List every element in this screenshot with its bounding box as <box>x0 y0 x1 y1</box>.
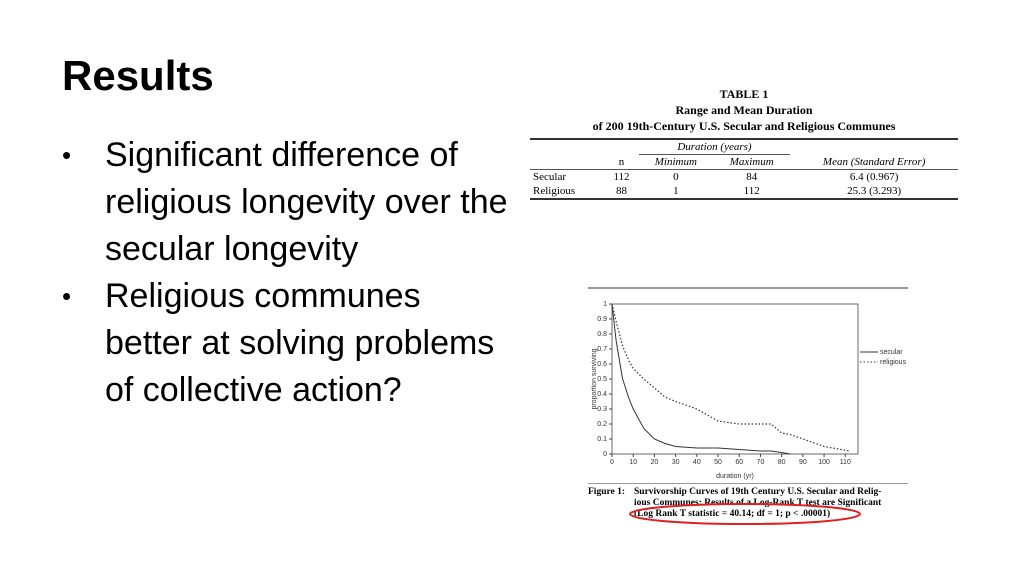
bullet: Significant difference of religious long… <box>62 132 515 273</box>
x-tick-label: 70 <box>757 459 765 466</box>
chart: 00.10.20.30.40.50.60.70.80.910 10 20 30 40 50… <box>588 287 908 484</box>
x-tick-label: 90 <box>799 459 807 466</box>
y-tick-label: 0.6 <box>597 361 607 368</box>
caption-line: Survivorship Curves of 19th Century U.S.… <box>634 487 882 497</box>
cell: 88 <box>616 185 628 197</box>
cell: 6.4 (0.967) <box>849 171 899 183</box>
bullet: Religious communes better at solving pro… <box>62 273 515 414</box>
group-header: Duration (years) <box>638 139 791 155</box>
y-tick-label: 0.5 <box>597 376 607 383</box>
table-row: Duration (years) <box>530 139 958 155</box>
plot-frame <box>611 303 859 455</box>
cell: 0 <box>673 171 679 183</box>
series-line <box>611 303 850 452</box>
caption-line: ious Communes: Results of a Log-Rank T t… <box>634 498 882 508</box>
column-header: Mean (Standard Error) <box>790 154 958 170</box>
table-title: of 200 19th-Century U.S. Secular and Rel… <box>592 119 896 133</box>
y-tick-label: 0 <box>603 451 607 458</box>
y-tick-label: 1 <box>603 301 607 308</box>
x-tick-label: 100 <box>818 459 830 466</box>
x-tick-label: 50 <box>714 459 722 466</box>
legend-label: religious <box>880 359 907 366</box>
table-row: Religious 88 1 112 25.3 (3.293) <box>530 184 958 199</box>
column-header: Maximum <box>713 154 791 170</box>
x-tick-label: 80 <box>778 459 786 466</box>
table-row: n Minimum Maximum Mean (Standard Error) <box>530 154 958 170</box>
table-title: TABLE 1 <box>719 87 769 101</box>
x-tick-label: 10 <box>629 459 637 466</box>
x-tick-label: 40 <box>693 459 701 466</box>
cell: 84 <box>746 171 758 183</box>
series-line <box>611 303 791 455</box>
y-tick-label: 0.9 <box>597 316 607 323</box>
y-tick-label: 0.1 <box>597 436 607 443</box>
caption-label: Figure 1: <box>588 487 626 497</box>
cell: Secular <box>533 171 566 183</box>
slide-title: Results <box>62 52 214 99</box>
x-tick-label: 110 <box>840 459 851 466</box>
column-header: Minimum <box>638 154 714 170</box>
bullet-list: Significant difference of religious long… <box>62 132 522 414</box>
y-tick-label: 0.7 <box>597 346 607 353</box>
x-tick-label: 30 <box>672 459 680 466</box>
y-tick-label: 0.2 <box>597 421 607 428</box>
y-tick-label: 0.3 <box>597 406 607 413</box>
caption-line: (Log Rank T statistic = 40.14; df = 1; p… <box>634 509 831 519</box>
legend-label: secular <box>880 349 903 356</box>
x-tick-label: 0 <box>610 459 614 466</box>
table-block: TABLE 1 Range and Mean Duration of 200 1… <box>530 86 958 200</box>
y-tick-label: 0.8 <box>597 331 607 338</box>
table-title: Range and Mean Duration <box>675 103 813 117</box>
cell: 112 <box>743 185 760 197</box>
cell: 25.3 (3.293) <box>847 185 902 197</box>
x-axis-label: duration (yr) <box>716 473 754 480</box>
y-axis-label: proportion surviving <box>591 348 598 409</box>
x-tick-label: 60 <box>735 459 743 466</box>
column-header: n <box>604 154 639 170</box>
table-row: Secular 112 0 84 6.4 (0.967) <box>530 170 958 185</box>
cell: Religious <box>533 185 576 197</box>
figure-caption: Figure 1: Survivorship Curves of 19th Ce… <box>588 487 910 520</box>
x-tick-label: 20 <box>651 459 659 466</box>
table: Duration (years) n Minimum Maximum Mean … <box>530 138 958 200</box>
cell: 1 <box>673 185 679 197</box>
y-tick-label: 0.4 <box>597 391 607 398</box>
cell: 112 <box>613 171 630 183</box>
